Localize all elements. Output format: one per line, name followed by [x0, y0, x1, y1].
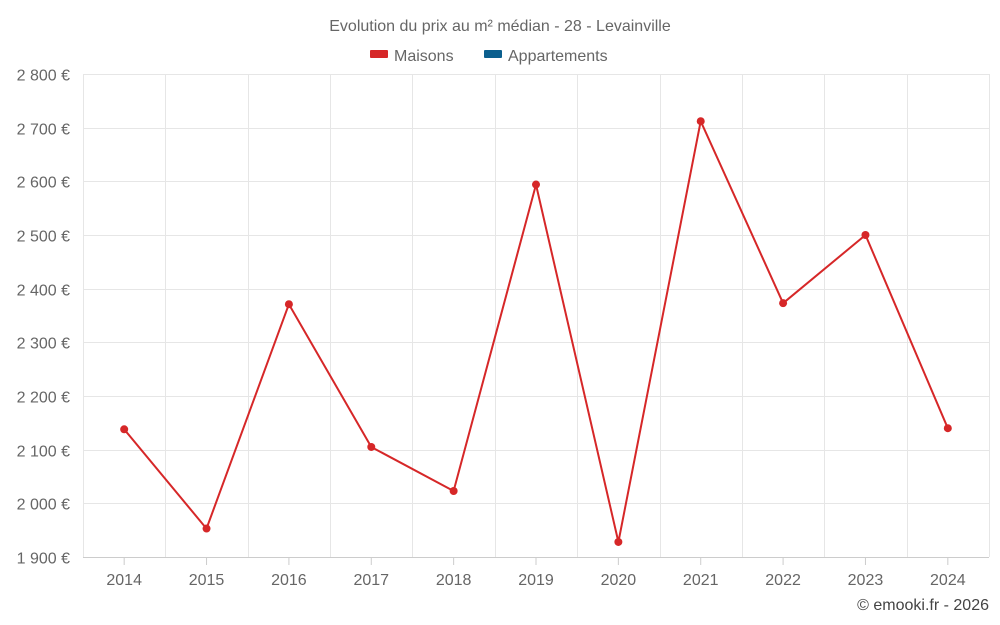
y-tick-label: 2 100 € [17, 444, 70, 461]
grid [83, 74, 990, 558]
y-tick-label: 2 400 € [17, 283, 70, 300]
series-layer [120, 117, 952, 546]
x-tick-label: 2021 [683, 572, 719, 589]
y-tick-label: 2 000 € [17, 497, 70, 514]
legend: Maisons Appartements [370, 48, 608, 65]
y-tick-label: 2 300 € [17, 336, 70, 353]
y-tick-label: 1 900 € [17, 551, 70, 568]
data-point [779, 299, 788, 308]
y-tick-label: 2 500 € [17, 229, 70, 246]
y-tick-label: 2 200 € [17, 390, 70, 407]
x-tick-label: 2014 [106, 572, 142, 589]
data-point [284, 300, 293, 309]
x-tick-label: 2016 [271, 572, 307, 589]
data-point [202, 524, 211, 533]
data-point [367, 442, 376, 451]
legend-label: Appartements [508, 48, 608, 65]
x-tick-label: 2020 [601, 572, 637, 589]
data-point [449, 486, 458, 495]
axes: 1 900 € 2 000 € 2 100 € 2 200 € 2 300 € 2 400… [17, 68, 989, 589]
x-tick-label: 2018 [436, 572, 472, 589]
data-point [120, 425, 129, 434]
y-tick-label: 2 800 € [17, 68, 70, 85]
legend-label: Maisons [394, 48, 454, 65]
y-tick-label: 2 700 € [17, 122, 70, 139]
x-tick-label: 2019 [518, 572, 554, 589]
data-point [696, 117, 705, 126]
chart-title: Evolution du prix au m² médian - 28 - Le… [329, 18, 671, 35]
legend-swatch [484, 50, 502, 58]
data-point [943, 424, 952, 433]
x-tick-label: 2024 [930, 572, 966, 589]
credit-text: © emooki.fr - 2026 [857, 597, 989, 614]
data-point [532, 180, 540, 189]
y-tick-label: 2 600 € [17, 175, 70, 192]
data-point [861, 231, 870, 239]
legend-swatch [370, 50, 388, 58]
data-point [614, 537, 623, 546]
x-tick-label: 2022 [765, 572, 801, 589]
x-tick-label: 2023 [848, 572, 884, 589]
x-tick-label: 2017 [353, 572, 389, 589]
x-tick-label: 2015 [189, 572, 225, 589]
